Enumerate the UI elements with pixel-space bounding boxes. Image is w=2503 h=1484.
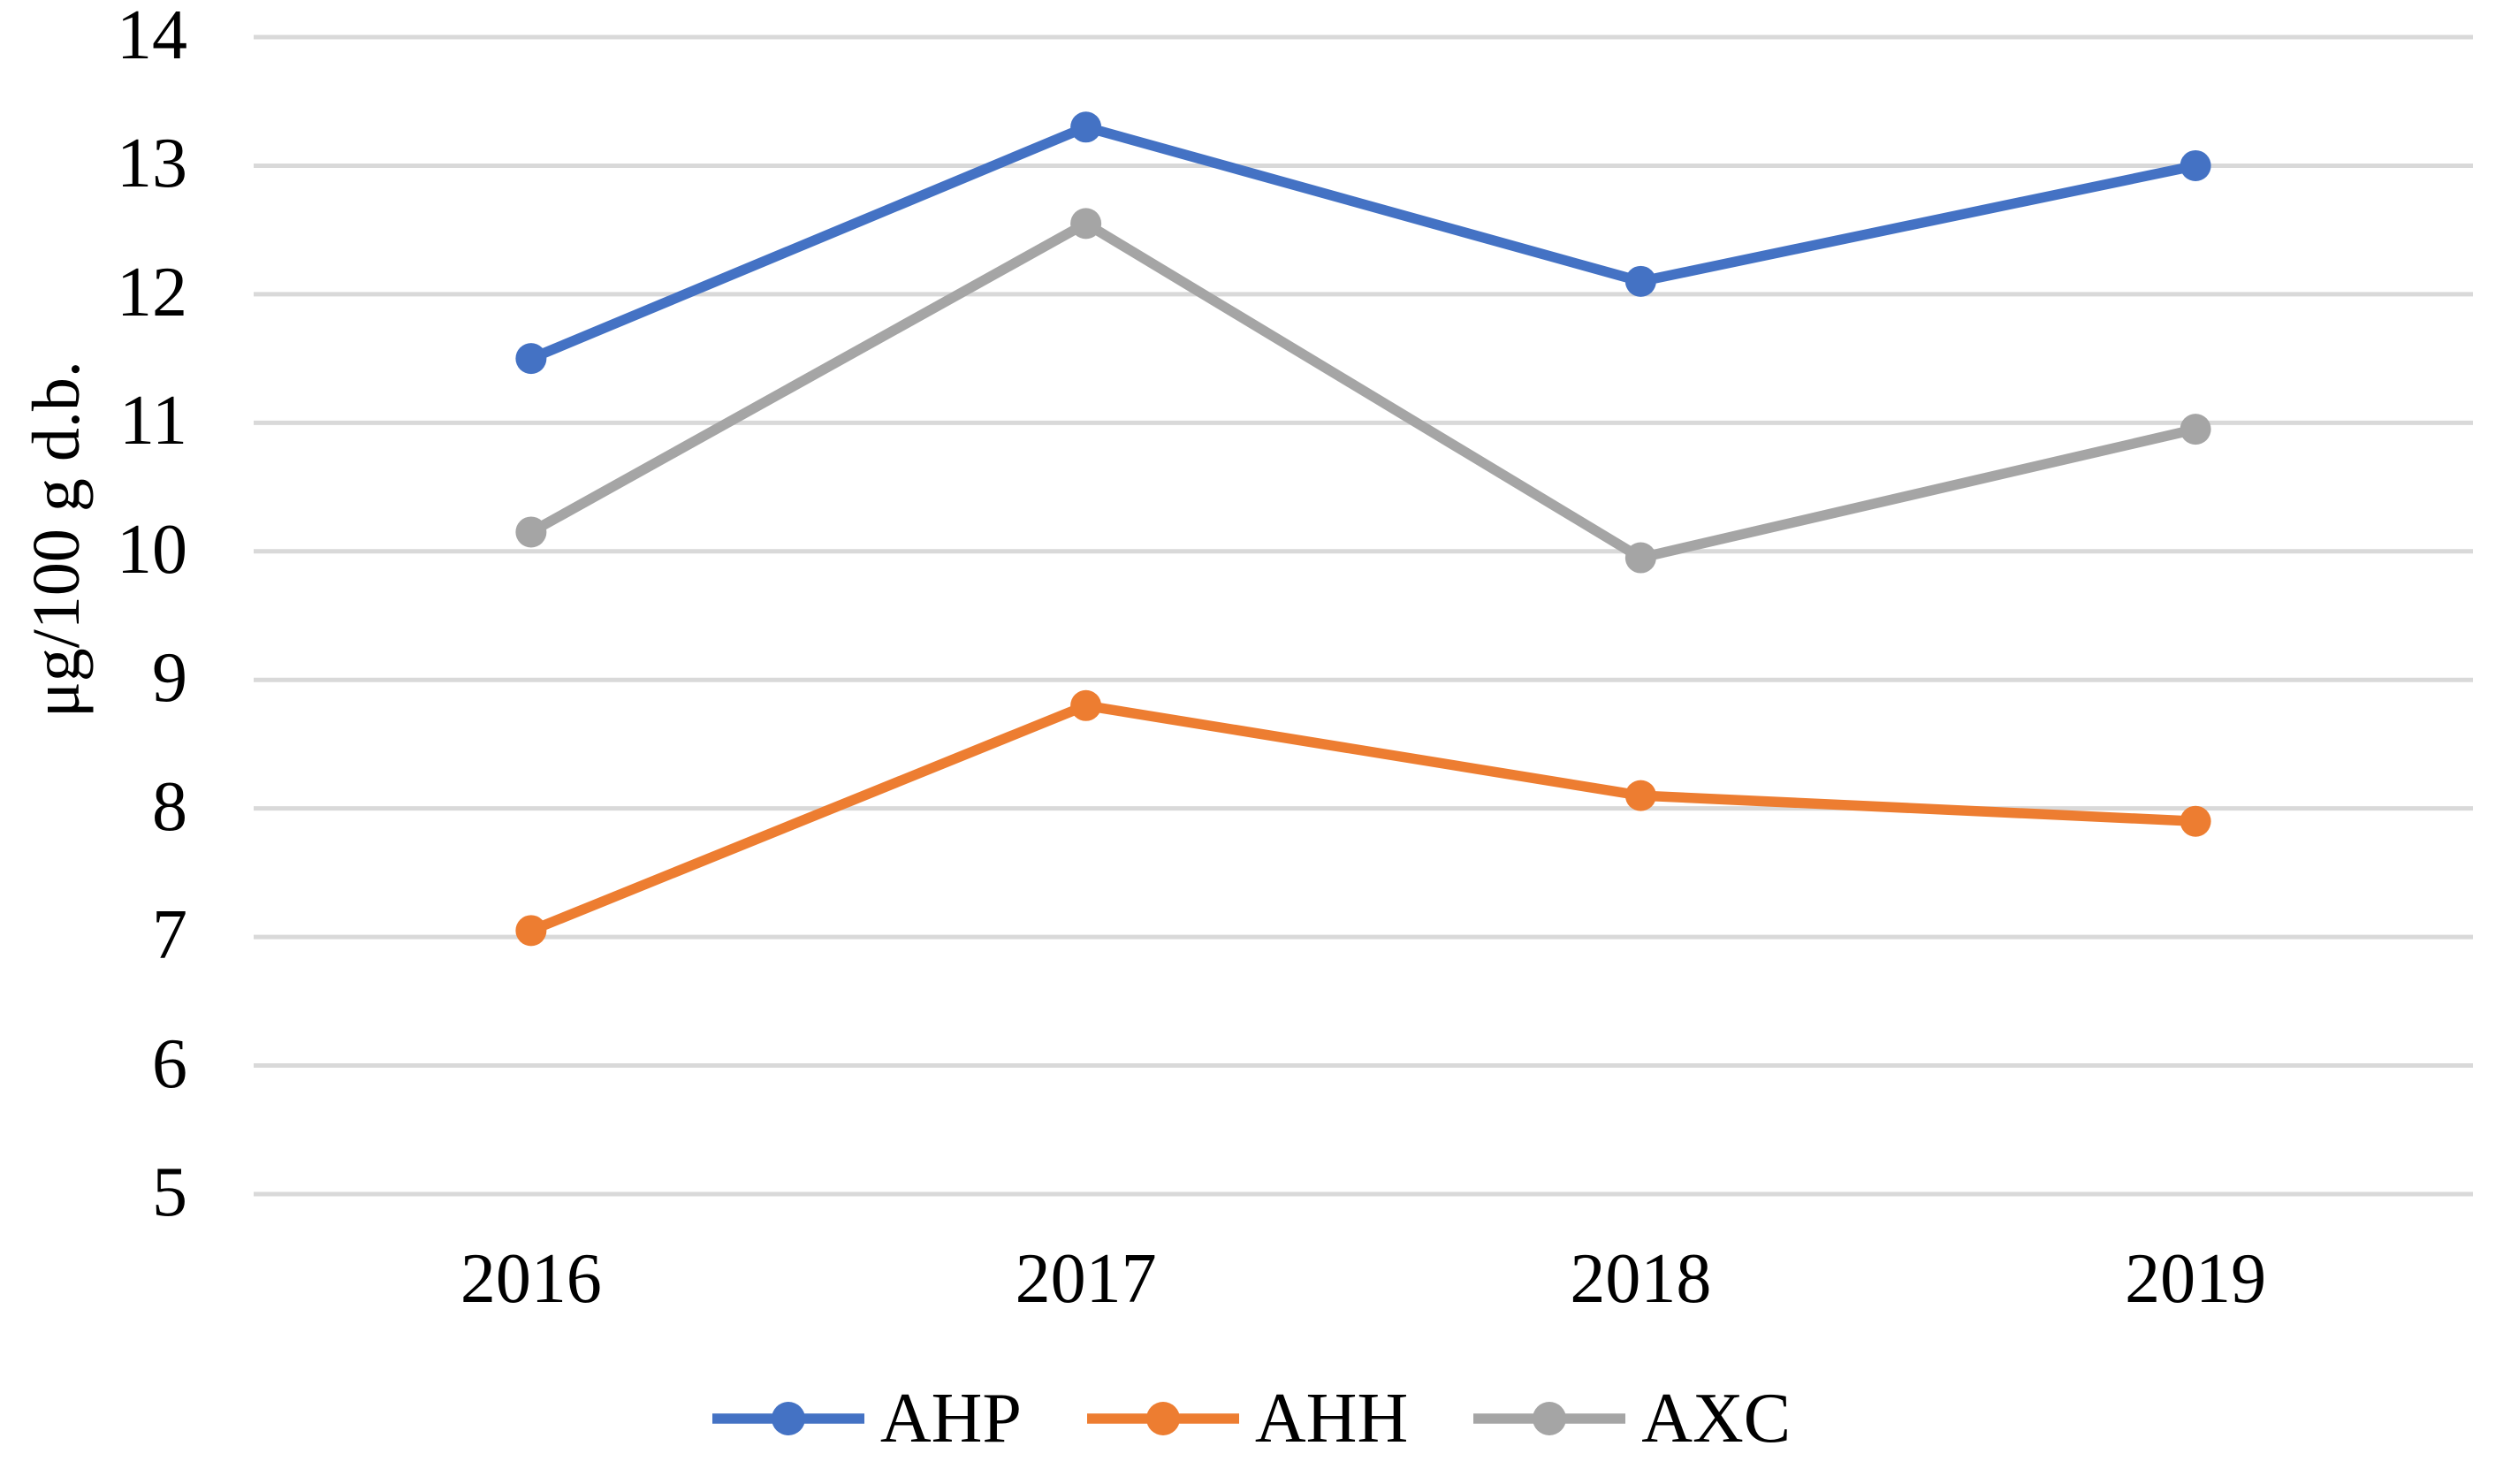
legend-label-AXC: AXC — [1641, 1380, 1792, 1457]
series-line-AXC — [529, 218, 2197, 563]
y-tick-label-8: 8 — [152, 767, 187, 846]
legend-swatch-AHP — [711, 1402, 864, 1435]
legend: AHP AHH AXC — [0, 1379, 2503, 1458]
legend-marker-AHH — [1145, 1402, 1180, 1435]
legend-swatch-AXC — [1473, 1402, 1626, 1435]
series-line-AHH — [529, 700, 2196, 936]
x-tick-label-2016: 2016 — [460, 1240, 602, 1318]
legend-marker-AXC — [1533, 1402, 1567, 1435]
y-tick-label-5: 5 — [152, 1153, 187, 1231]
legend-item-AHH: AHH — [1086, 1379, 1409, 1458]
legend-marker-AHP — [771, 1402, 805, 1435]
data-point-AXC-2016 — [515, 516, 547, 548]
data-point-AHH-2016 — [515, 915, 547, 947]
data-point-AHH-2019 — [2180, 805, 2211, 837]
x-tick-label-2019: 2019 — [2125, 1240, 2267, 1318]
data-point-AHP-2018 — [1624, 265, 1656, 297]
x-tick-label-2017: 2017 — [1015, 1240, 1157, 1318]
data-point-AXC-2017 — [1070, 208, 1102, 240]
y-tick-label-11: 11 — [118, 382, 187, 460]
y-tick-label-7: 7 — [152, 896, 187, 975]
legend-label-AHP: AHP — [879, 1380, 1022, 1457]
y-axis-title: μg/100 g d.b. — [19, 361, 94, 718]
data-point-AHP-2019 — [2180, 149, 2211, 181]
data-point-AHP-2017 — [1070, 111, 1102, 143]
y-tick-label-12: 12 — [117, 253, 187, 331]
y-tick-label-13: 13 — [117, 125, 187, 203]
data-point-AHP-2016 — [515, 343, 547, 375]
y-tick-label-10: 10 — [117, 510, 187, 589]
y-tick-label-6: 6 — [152, 1024, 187, 1103]
x-tick-label-2018: 2018 — [1570, 1240, 1712, 1318]
y-tick-label-9: 9 — [152, 639, 187, 718]
legend-item-AXC: AXC — [1473, 1379, 1791, 1458]
data-point-AXC-2019 — [2180, 414, 2211, 445]
legend-item-AHP: AHP — [711, 1379, 1022, 1458]
data-point-AXC-2018 — [1624, 542, 1656, 574]
series-line-AHP — [529, 122, 2197, 363]
data-point-AHH-2017 — [1070, 689, 1102, 721]
data-point-AHH-2018 — [1624, 780, 1656, 811]
y-tick-label-14: 14 — [117, 0, 187, 74]
legend-label-AHH: AHH — [1254, 1380, 1409, 1457]
legend-swatch-AHH — [1086, 1402, 1239, 1435]
